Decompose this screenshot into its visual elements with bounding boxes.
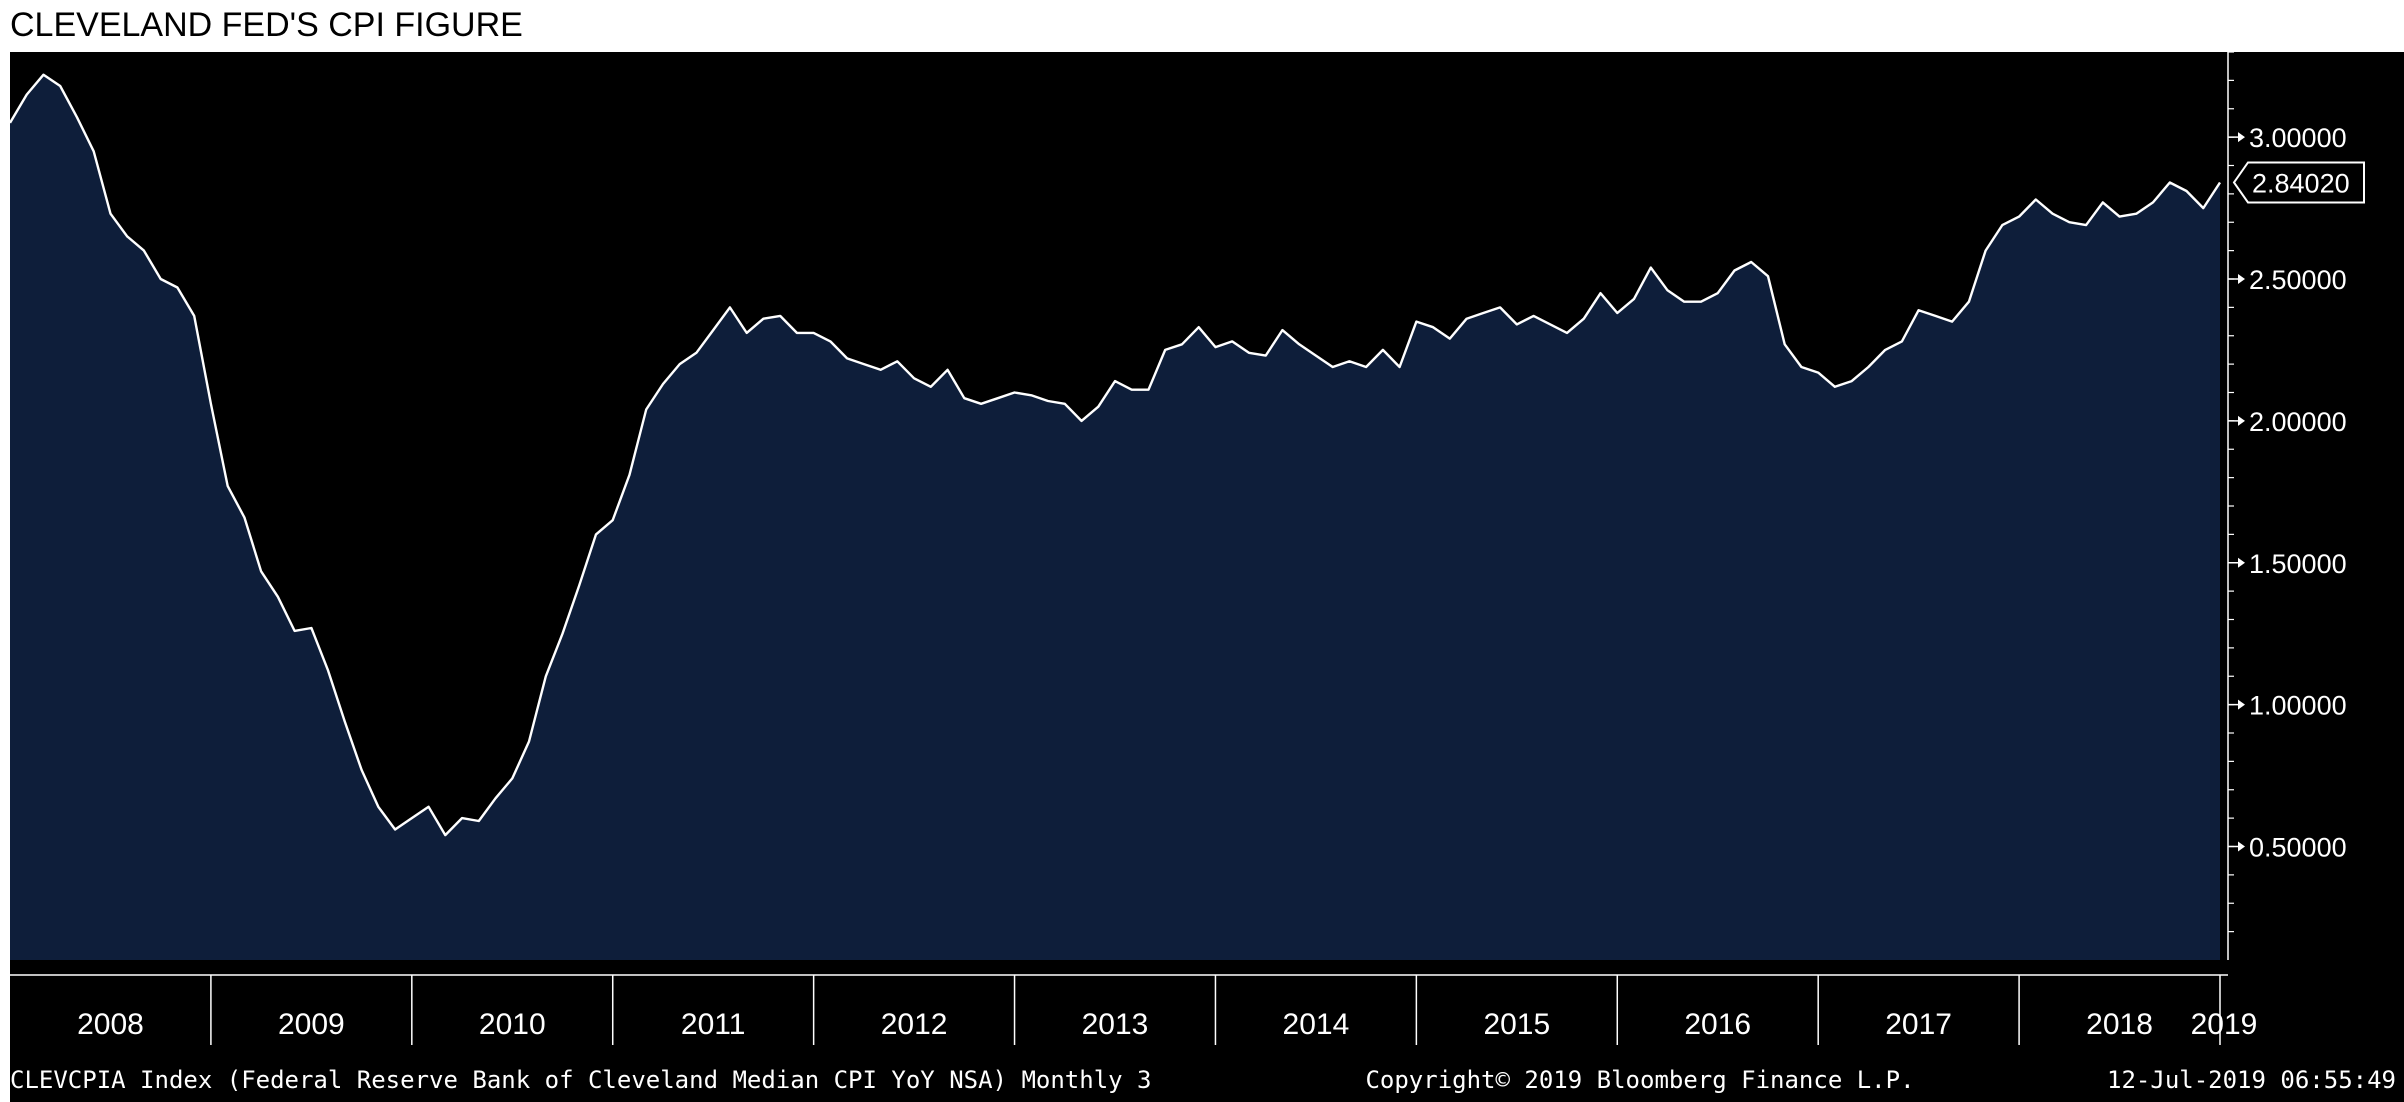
x-tick-label: 2013 [1082,1008,1149,1041]
y-tick-label: 1.00000 [2249,691,2347,721]
footer-copyright: Copyright© 2019 Bloomberg Finance L.P. [1365,1066,1914,1094]
x-tick-label: 2012 [881,1008,948,1041]
x-tick-label: 2014 [1283,1008,1350,1041]
label-layer: 0.50000 1.00000 1.50000 2.00000 2.50000 3.000… [77,123,2365,1041]
series-line [10,73,2222,837]
x-tick-label: 2011 [681,1008,746,1041]
chart-title: CLEVELAND FED'S CPI FIGURE [10,6,523,44]
y-tick-arrow [2238,699,2245,710]
x-tick-label: 2016 [1684,1008,1751,1041]
x-tick-label: 2010 [479,1008,546,1041]
x-tick-label: 2009 [278,1008,345,1041]
footer-timestamp: 12-Jul-2019 06:55:49 [2107,1066,2396,1094]
y-tick-arrow [2238,841,2245,852]
x-tick-label: 2017 [1885,1008,1952,1041]
series-area [10,74,2220,960]
y-tick-label: 0.50000 [2249,833,2347,863]
x-tick-label: 2019 [2191,1008,2258,1041]
footer-series-description: CLEVCPIA Index (Federal Reserve Bank of … [10,1066,1152,1094]
footer-layer: CLEVCPIA Index (Federal Reserve Bank of … [10,1066,2396,1094]
x-tick-label: 2015 [1483,1008,1550,1041]
x-tick-label: 2018 [2086,1008,2153,1041]
y-tick-label: 3.00000 [2249,123,2347,153]
y-tick-label: 2.50000 [2249,265,2347,295]
y-tick-arrow [2238,415,2245,426]
last-value-flag [2232,161,2365,204]
y-tick-arrow [2238,557,2245,568]
x-tick-label: 2008 [77,1008,144,1041]
chart-svg: 0.50000 1.00000 1.50000 2.00000 2.50000 3.000… [10,52,2396,1094]
plot-layer [10,73,2222,960]
y-tick-label: 2.00000 [2249,407,2347,437]
chart-area: 0.50000 1.00000 1.50000 2.00000 2.50000 3.000… [10,52,2404,1102]
y-tick-arrow [2238,274,2245,284]
y-tick-label: 1.50000 [2249,549,2347,579]
y-tick-arrow [2238,132,2245,143]
axis-layer [10,52,2245,1045]
last-value-label: 2.84020 [2252,168,2350,198]
